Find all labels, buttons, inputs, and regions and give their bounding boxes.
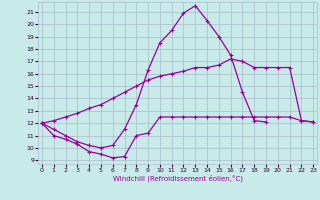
X-axis label: Windchill (Refroidissement éolien,°C): Windchill (Refroidissement éolien,°C) [113, 175, 243, 182]
